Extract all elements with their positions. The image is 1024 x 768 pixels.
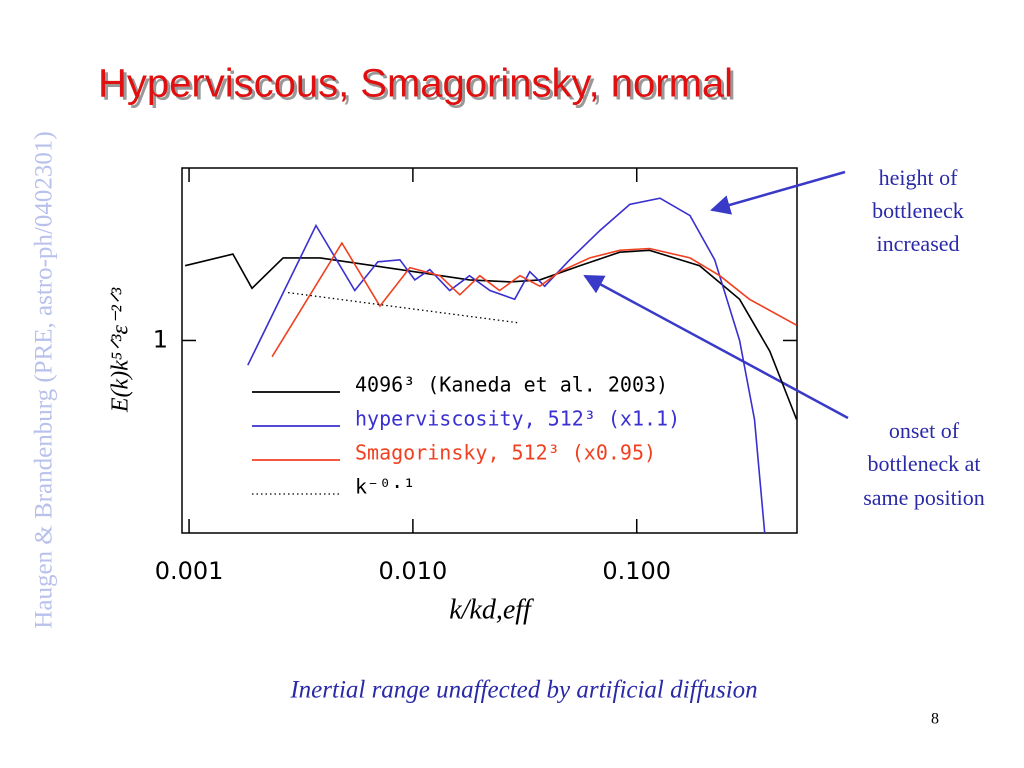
side-note: Haugen & Brandenburg (PRE, astro-ph/0402… bbox=[31, 131, 58, 628]
arrow bbox=[710, 170, 846, 215]
x-tick-label: 0.010 bbox=[379, 557, 448, 585]
x-tick-label: 0.100 bbox=[602, 557, 671, 585]
x-axis-label: k/kd,eff bbox=[449, 594, 534, 625]
y-tick-label: 1 bbox=[153, 325, 168, 353]
legend-label: k⁻⁰·¹ bbox=[355, 475, 415, 499]
legend-label: Smagorinsky, 512³ (x0.95) bbox=[355, 441, 656, 465]
annotation: bottleneck bbox=[872, 198, 964, 223]
series-line bbox=[247, 197, 766, 534]
title-shadow: Hyperviscous, Smagorinsky, normal bbox=[101, 65, 736, 109]
annotation: height of bbox=[879, 165, 958, 190]
x-tick-label: 0.001 bbox=[155, 557, 224, 585]
chart-title: Hyperviscous, Smagorinsky, normal bbox=[98, 62, 733, 106]
series-line bbox=[288, 291, 518, 324]
arrow bbox=[583, 274, 849, 420]
annotation: bottleneck at bbox=[867, 451, 980, 476]
caption: Inertial range unaffected by artificial … bbox=[289, 677, 757, 704]
plot-frame bbox=[181, 167, 798, 534]
series-line bbox=[271, 241, 797, 358]
y-axis-label: E(k)k⁵ᐟ³ε⁻²ᐟ³ bbox=[108, 287, 134, 413]
legend-label: hyperviscosity, 512³ (x1.1) bbox=[355, 407, 680, 431]
annotation: increased bbox=[876, 231, 959, 256]
annotation: same position bbox=[863, 485, 985, 510]
legend-label: 4096³ (Kaneda et al. 2003) bbox=[355, 373, 668, 397]
annotation: onset of bbox=[889, 418, 960, 443]
page-number: 8 bbox=[931, 711, 939, 728]
